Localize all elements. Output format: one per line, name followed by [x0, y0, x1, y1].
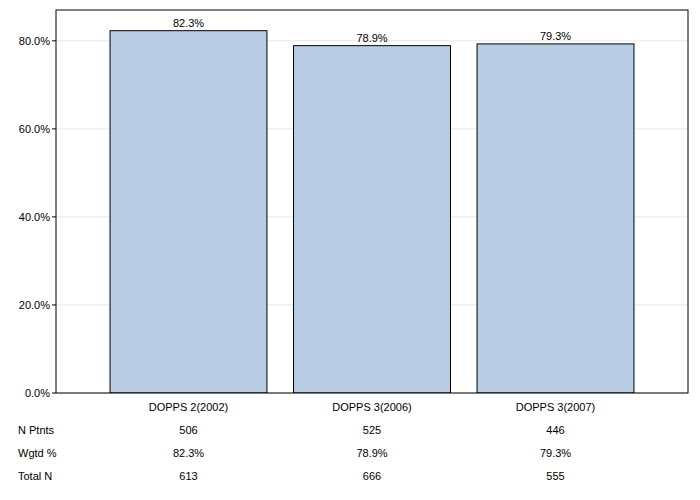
- y-tick: [52, 128, 56, 129]
- background: [0, 0, 700, 500]
- y-tick-label: 60.0%: [19, 123, 50, 135]
- table-row-label: N Ptnts: [18, 424, 55, 436]
- y-tick: [52, 304, 56, 305]
- table-cell: 525: [363, 424, 381, 436]
- y-tick-label: 0.0%: [25, 387, 50, 399]
- plot-frame: [56, 10, 688, 393]
- bar: [110, 31, 267, 393]
- table-cell: 78.9%: [356, 447, 387, 459]
- table-cell: 446: [546, 424, 564, 436]
- y-tick: [52, 216, 56, 217]
- y-tick-label: 40.0%: [19, 211, 50, 223]
- table-cell: 506: [179, 424, 197, 436]
- bar: [294, 46, 451, 393]
- x-tick-label: DOPPS 2(2002): [149, 401, 228, 413]
- table-cell: 555: [546, 470, 564, 482]
- bars: [110, 31, 634, 393]
- data-label: 78.9%: [356, 32, 387, 44]
- table-cell: 666: [363, 470, 381, 482]
- table-cell: 613: [179, 470, 197, 482]
- y-tick: [52, 40, 56, 41]
- y-tick-label: 80.0%: [19, 35, 50, 47]
- table-cell: 82.3%: [173, 447, 204, 459]
- chart: 0.0% 20.0% 40.0% 60.0% 80.0% 82.3% 78.9% 79.3% D…: [0, 0, 700, 500]
- data-label: 82.3%: [173, 17, 204, 29]
- table-cell: 79.3%: [540, 447, 571, 459]
- table-row-label: Wgtd %: [18, 447, 57, 459]
- x-tick-label: DOPPS 3(2006): [332, 401, 411, 413]
- y-tick: [52, 393, 56, 394]
- table-row-label: Total N: [18, 470, 52, 482]
- x-tick-label: DOPPS 3(2007): [516, 401, 595, 413]
- data-label: 79.3%: [540, 30, 571, 42]
- y-tick-label: 20.0%: [19, 299, 50, 311]
- bar: [477, 44, 634, 393]
